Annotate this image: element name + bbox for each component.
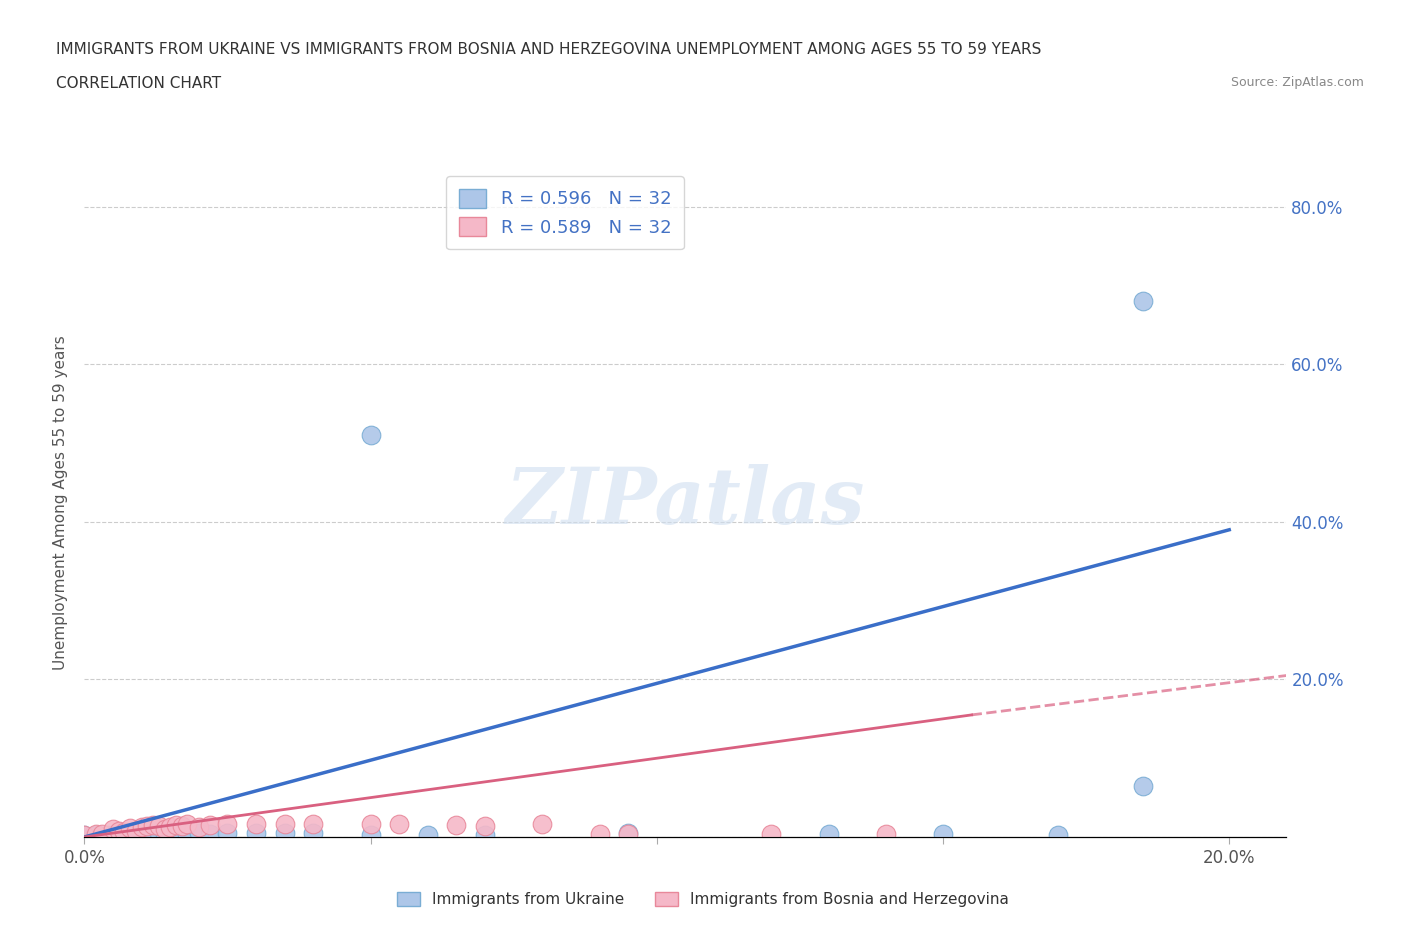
Point xyxy=(245,817,267,831)
Text: IMMIGRANTS FROM UKRAINE VS IMMIGRANTS FROM BOSNIA AND HERZEGOVINA UNEMPLOYMENT A: IMMIGRANTS FROM UKRAINE VS IMMIGRANTS FR… xyxy=(56,42,1042,57)
Point xyxy=(416,827,439,842)
Point xyxy=(360,827,382,842)
Point xyxy=(142,827,165,842)
Point xyxy=(125,827,148,842)
Point xyxy=(176,817,198,831)
Point xyxy=(360,817,382,831)
Point xyxy=(159,826,181,841)
Point xyxy=(165,827,187,842)
Point xyxy=(761,827,783,842)
Point xyxy=(73,827,96,842)
Point xyxy=(90,827,112,842)
Point xyxy=(84,827,107,842)
Point xyxy=(200,827,222,842)
Point xyxy=(142,817,165,832)
Y-axis label: Unemployment Among Ages 55 to 59 years: Unemployment Among Ages 55 to 59 years xyxy=(53,335,69,670)
Point xyxy=(200,817,222,832)
Text: Source: ZipAtlas.com: Source: ZipAtlas.com xyxy=(1230,76,1364,89)
Point xyxy=(274,817,297,831)
Point xyxy=(131,819,153,834)
Point xyxy=(148,826,170,841)
Point xyxy=(617,826,640,841)
Point xyxy=(531,817,554,831)
Point xyxy=(217,817,239,831)
Point xyxy=(302,826,325,841)
Point xyxy=(159,819,181,834)
Point xyxy=(136,818,159,833)
Point xyxy=(1046,827,1069,842)
Point xyxy=(165,817,187,832)
Point xyxy=(148,818,170,833)
Point xyxy=(617,827,640,842)
Point xyxy=(588,827,610,842)
Point xyxy=(170,818,193,833)
Point xyxy=(107,827,129,842)
Point xyxy=(187,819,209,834)
Point xyxy=(131,827,153,842)
Point xyxy=(875,827,897,842)
Point xyxy=(136,827,159,842)
Point xyxy=(1132,778,1154,793)
Point xyxy=(131,826,153,841)
Legend: Immigrants from Ukraine, Immigrants from Bosnia and Herzegovina: Immigrants from Ukraine, Immigrants from… xyxy=(391,885,1015,913)
Point xyxy=(101,822,124,837)
Point xyxy=(153,827,176,842)
Text: CORRELATION CHART: CORRELATION CHART xyxy=(56,76,221,91)
Point xyxy=(96,828,118,843)
Point xyxy=(245,826,267,841)
Legend: R = 0.596   N = 32, R = 0.589   N = 32: R = 0.596 N = 32, R = 0.589 N = 32 xyxy=(447,177,683,249)
Point xyxy=(474,827,496,842)
Point xyxy=(153,822,176,837)
Point xyxy=(474,818,496,833)
Point xyxy=(388,817,411,831)
Point xyxy=(932,827,955,842)
Point xyxy=(274,826,297,841)
Point xyxy=(360,428,382,443)
Point xyxy=(187,826,209,841)
Point xyxy=(446,817,468,832)
Point xyxy=(101,827,124,842)
Point xyxy=(125,824,148,839)
Point xyxy=(120,820,142,835)
Point xyxy=(114,827,135,842)
Point xyxy=(1132,294,1154,309)
Point xyxy=(817,827,839,842)
Point xyxy=(302,817,325,831)
Point xyxy=(120,827,142,842)
Point xyxy=(176,827,198,842)
Point xyxy=(114,825,135,840)
Point xyxy=(84,827,107,842)
Point xyxy=(107,823,129,838)
Text: ZIPatlas: ZIPatlas xyxy=(506,464,865,540)
Point xyxy=(73,828,96,843)
Point xyxy=(170,827,193,842)
Point xyxy=(217,826,239,841)
